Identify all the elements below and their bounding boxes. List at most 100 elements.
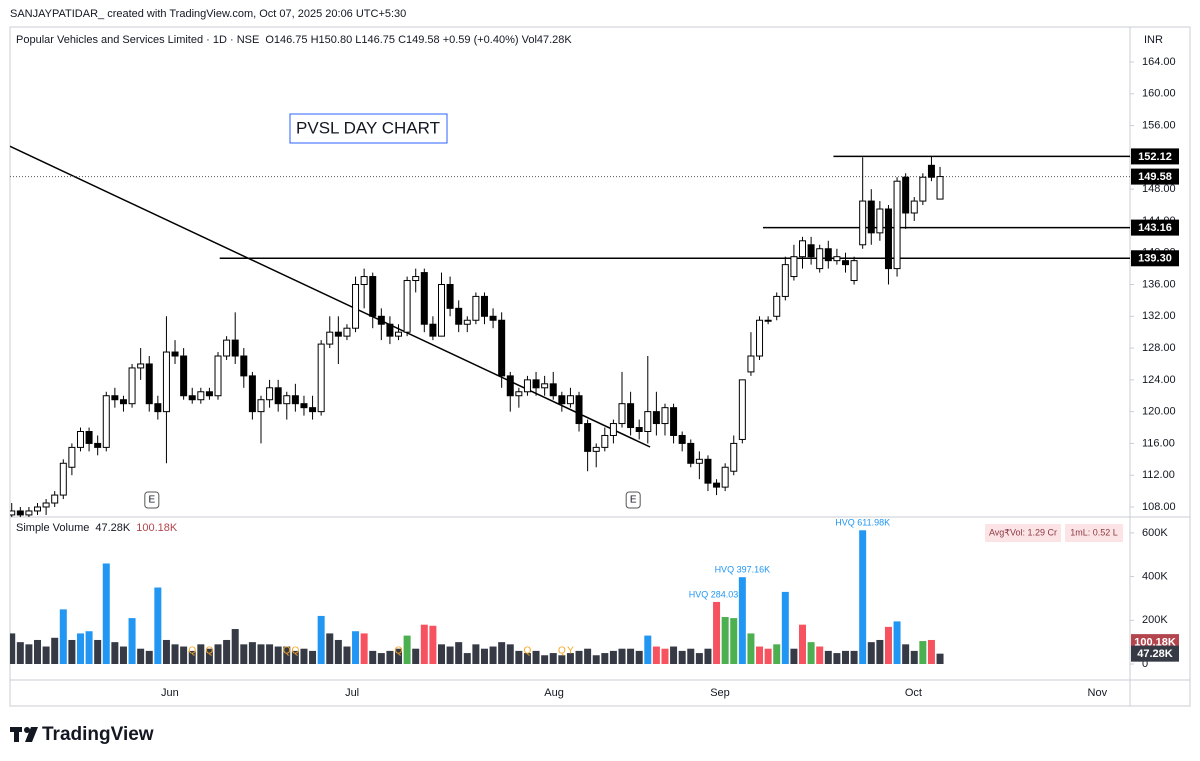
candle-body xyxy=(197,391,205,401)
candle-body xyxy=(386,323,394,337)
volume-tick-label: 0 xyxy=(1142,658,1148,670)
price-tag xyxy=(1131,219,1179,236)
volume-bar xyxy=(756,646,764,664)
candle-body xyxy=(532,379,540,389)
candle-body xyxy=(68,446,76,468)
candle-body xyxy=(154,403,162,413)
volume-marker: Q xyxy=(188,646,196,657)
candle-body xyxy=(661,407,669,425)
candle-body xyxy=(902,176,910,214)
logo-mark xyxy=(24,727,30,733)
volume-last: 47.28K xyxy=(95,522,131,534)
volume-bar xyxy=(223,639,231,664)
volume-bar xyxy=(584,648,592,664)
candle-body xyxy=(188,395,196,401)
candle-body xyxy=(541,383,549,389)
candle-body xyxy=(704,458,712,484)
candle-body xyxy=(137,363,145,369)
y-tick-label: 156.00 xyxy=(1142,119,1176,131)
event-label: E xyxy=(148,495,155,506)
candle-body xyxy=(884,208,892,270)
volume-bar xyxy=(927,639,935,664)
volume-bar xyxy=(790,648,798,664)
candle-body xyxy=(773,295,781,317)
volume-bar xyxy=(257,644,265,664)
volume-bar xyxy=(480,648,488,664)
volume-bar xyxy=(807,642,815,664)
volume-bar xyxy=(137,648,145,664)
volume-bar xyxy=(240,644,248,664)
candle-body xyxy=(859,200,867,246)
event-marker xyxy=(625,491,641,509)
candle-body xyxy=(25,510,33,516)
candle-body xyxy=(34,506,42,512)
volume-bar xyxy=(489,646,497,664)
stat-label: 1mL: 0.52 L xyxy=(1070,527,1118,537)
volume-bar xyxy=(936,653,944,664)
volume-bar xyxy=(334,639,342,664)
candle-body xyxy=(807,244,815,258)
logo-mark xyxy=(14,727,19,742)
x-tick-label: Oct xyxy=(905,687,922,699)
volume-bar xyxy=(695,653,703,664)
candle-body xyxy=(16,510,24,516)
volume-bar xyxy=(119,646,127,664)
volume-legend: Simple Volume 47.28K 100.18K xyxy=(16,522,178,534)
candle-body xyxy=(343,327,351,337)
candle-body xyxy=(506,375,514,397)
candle-body xyxy=(644,411,652,433)
candle-body xyxy=(42,502,50,508)
x-tick-label: Jun xyxy=(161,687,179,699)
candle-body xyxy=(171,351,179,357)
volume-bar xyxy=(10,633,16,664)
volume-bar xyxy=(274,646,282,664)
price-tag xyxy=(1131,148,1179,165)
volume-bar xyxy=(738,577,746,664)
x-tick-label: Nov xyxy=(1088,687,1108,699)
candle-body xyxy=(781,264,789,297)
volume-annotation: HVQ 284.03K xyxy=(689,589,745,599)
stat-badge xyxy=(985,524,1061,542)
candle-body xyxy=(695,458,703,464)
volume-bar xyxy=(145,650,153,664)
candle-body xyxy=(317,343,325,413)
volume-bar xyxy=(472,644,480,664)
legend: Popular Vehicles and Services Limited · … xyxy=(16,34,572,46)
volume-bar xyxy=(867,642,875,664)
price-tag-label: 143.16 xyxy=(1138,222,1172,234)
candle-body xyxy=(334,331,342,337)
volume-bar xyxy=(214,644,222,664)
candle-body xyxy=(352,283,360,329)
volume-bar xyxy=(42,646,50,664)
candle-body xyxy=(850,260,858,282)
volume-bar xyxy=(609,650,617,664)
candle-body xyxy=(678,434,686,444)
candle-body xyxy=(824,248,832,262)
candle-body xyxy=(713,482,721,488)
volume-bar xyxy=(369,650,377,664)
event-marker xyxy=(144,491,160,509)
candle-body xyxy=(523,379,531,393)
volume-bar xyxy=(180,646,188,664)
y-tick-label: 136.00 xyxy=(1142,278,1176,290)
volume-bar xyxy=(515,650,523,664)
y-tick-label: 148.00 xyxy=(1142,183,1176,195)
volume-bar xyxy=(884,626,892,664)
candle-body xyxy=(867,200,875,234)
volume-bar xyxy=(627,648,635,664)
candle-body xyxy=(59,462,67,496)
candle-body xyxy=(919,176,927,202)
candle-body xyxy=(248,375,256,413)
volume-bar xyxy=(446,646,454,664)
candle-body xyxy=(756,319,764,357)
volume-bar xyxy=(326,633,334,664)
candle-body xyxy=(893,180,901,270)
stat-label: Avg₹Vol: 1.29 Cr xyxy=(989,527,1057,537)
volume-bar xyxy=(343,646,351,664)
candle-body xyxy=(377,315,385,325)
volume-marker: Q xyxy=(291,646,299,657)
annotation: PVSL DAY CHART xyxy=(296,118,440,137)
candle-body xyxy=(369,276,377,317)
volume-bar xyxy=(764,648,772,664)
volume-name: Simple Volume xyxy=(16,522,89,534)
